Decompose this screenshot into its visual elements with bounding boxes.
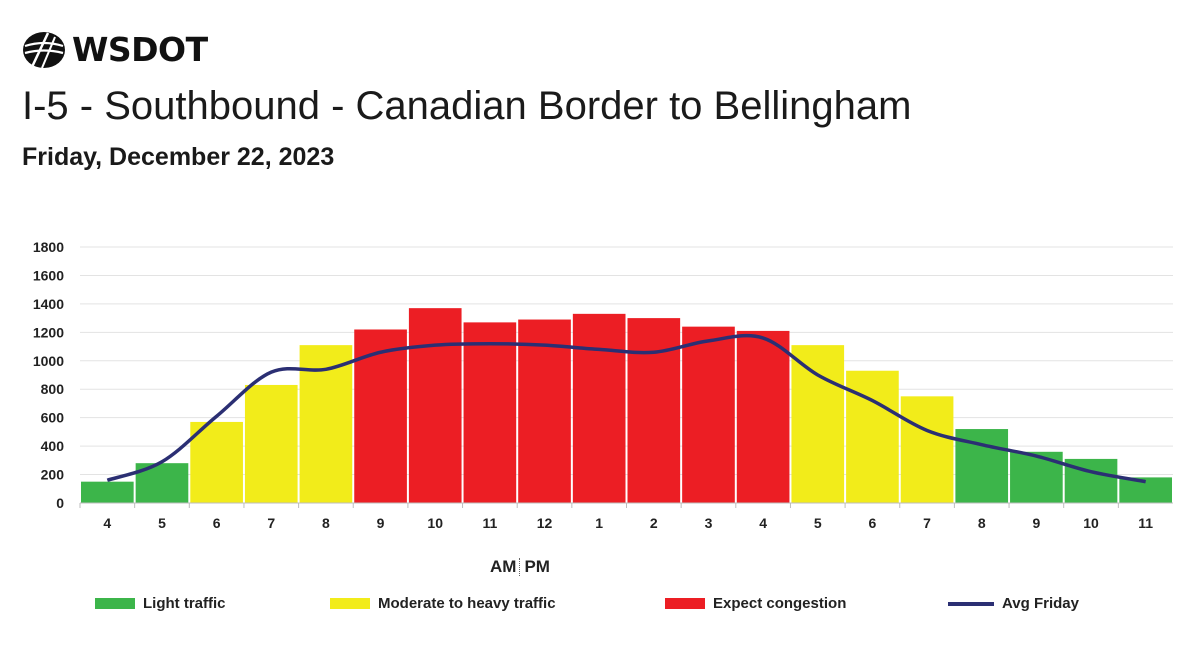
wsdot-logo: WSDOT [22, 30, 208, 69]
legend-moderate-label: Moderate to heavy traffic [378, 595, 556, 612]
legend-light-swatch [95, 598, 135, 609]
x-tick-label: 11 [1138, 515, 1153, 531]
logo-text: WSDOT [72, 30, 208, 69]
y-tick-label: 600 [41, 410, 65, 426]
x-tick-label: 8 [978, 515, 986, 531]
y-tick-label: 1200 [33, 324, 64, 340]
x-tick-label: 11 [482, 515, 497, 531]
x-tick-label: 3 [705, 515, 713, 531]
legend-congestion-swatch [665, 598, 705, 609]
legend: Light traffic Moderate to heavy traffic … [0, 595, 1200, 619]
bar [244, 384, 298, 503]
x-tick-label: 5 [814, 515, 822, 531]
y-tick-label: 1000 [33, 353, 64, 369]
legend-light-label: Light traffic [143, 595, 226, 612]
legend-moderate: Moderate to heavy traffic [330, 595, 556, 612]
x-tick-label: 6 [869, 515, 877, 531]
legend-congestion: Expect congestion [665, 595, 846, 612]
bar [408, 308, 462, 503]
legend-moderate-swatch [330, 598, 370, 609]
bar [900, 396, 954, 503]
x-tick-label: 6 [213, 515, 221, 531]
pm-label: PM [524, 557, 550, 576]
legend-avg: Avg Friday [948, 595, 1079, 612]
y-tick-label: 800 [41, 381, 65, 397]
x-tick-label: 4 [759, 515, 767, 531]
bar [791, 345, 845, 503]
legend-avg-swatch [948, 601, 994, 606]
bar [518, 319, 571, 503]
avg-friday-line [106, 333, 1146, 484]
traffic-chart: 0 200 400 600 800 1000 1200 1400 1600 1800 4 5 6 7 8 9 1… [33, 239, 1173, 531]
am-label: AM [490, 557, 517, 576]
am-pm-label: AM PM [470, 557, 570, 577]
x-tick-label: 9 [377, 515, 385, 531]
bar [682, 326, 735, 503]
x-tick-label: 7 [267, 515, 275, 531]
am-pm-separator [519, 558, 521, 576]
y-tick-label: 400 [41, 438, 65, 454]
page-subtitle: Friday, December 22, 2023 [22, 143, 335, 171]
bar [463, 322, 517, 503]
x-tick-label: 10 [427, 515, 443, 531]
legend-light: Light traffic [95, 595, 226, 612]
x-tick-label: 4 [103, 515, 111, 531]
page-title: I-5 - Southbound - Canadian Border to Be… [22, 84, 912, 128]
bar [81, 481, 134, 503]
y-tick-label: 1600 [33, 267, 64, 283]
x-tick-label: 8 [322, 515, 330, 531]
y-tick-label: 200 [41, 467, 65, 483]
x-tick-label: 10 [1083, 515, 1099, 531]
y-tick-label: 1400 [33, 296, 64, 312]
legend-congestion-label: Expect congestion [713, 595, 847, 612]
bar [627, 318, 681, 503]
y-tick-label: 1800 [33, 239, 64, 255]
x-tick-label: 9 [1032, 515, 1040, 531]
wsdot-globe-icon [23, 31, 65, 68]
legend-avg-label: Avg Friday [1002, 595, 1079, 612]
x-tick-label: 7 [923, 515, 931, 531]
bar [354, 329, 407, 503]
x-tick-label: 5 [158, 515, 166, 531]
bar [572, 313, 626, 503]
x-tick-label: 12 [537, 515, 553, 531]
y-tick-label: 0 [56, 495, 64, 511]
bar [190, 421, 243, 503]
bar [736, 330, 790, 503]
x-tick-label: 1 [595, 515, 603, 531]
x-tick-label: 2 [650, 515, 658, 531]
